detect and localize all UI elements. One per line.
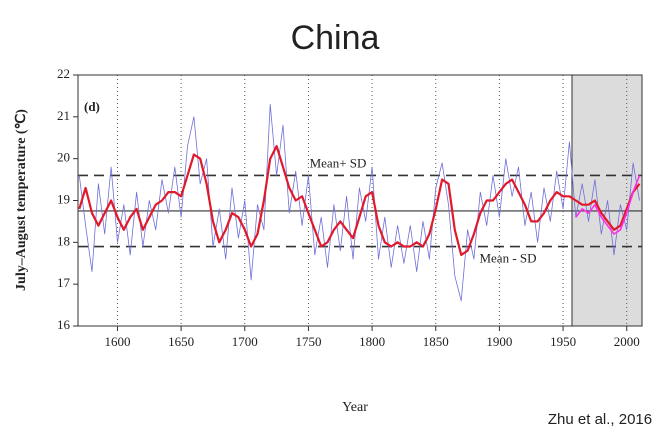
reference-label: Mean - SD [479, 251, 536, 266]
plot-frame [77, 74, 643, 327]
x-tick-label: 1900 [486, 334, 512, 349]
y-tick-label: 16 [57, 317, 71, 332]
series-line [78, 145, 641, 256]
y-tick-label: 18 [57, 233, 70, 248]
series-line [78, 103, 640, 302]
reference-label: Mean+ SD [310, 155, 367, 170]
panel-label: (d) [84, 99, 100, 114]
x-tick-label: 1650 [168, 334, 194, 349]
x-tick-label: 1950 [550, 334, 576, 349]
y-tick-label: 20 [57, 150, 70, 165]
x-tick-label: 2000 [614, 334, 640, 349]
x-tick-label: 1800 [359, 334, 385, 349]
chart-title: China [291, 19, 380, 57]
x-axis-label: Year [342, 400, 368, 415]
y-tick-label: 17 [57, 275, 71, 290]
x-tick-label: 1750 [295, 334, 321, 349]
x-tick-label: 1850 [423, 334, 449, 349]
x-tick-label: 1600 [104, 334, 130, 349]
y-tick-label: 21 [57, 108, 70, 123]
source: Zhu et al., 2016 [548, 411, 652, 428]
y-tick-label: 22 [57, 66, 70, 81]
shaded-region [571, 74, 643, 327]
y-axis-label: July–August temperature (℃) [14, 109, 29, 291]
y-tick-label: 19 [57, 191, 70, 206]
series-line [575, 175, 641, 235]
x-tick-label: 1700 [232, 334, 258, 349]
